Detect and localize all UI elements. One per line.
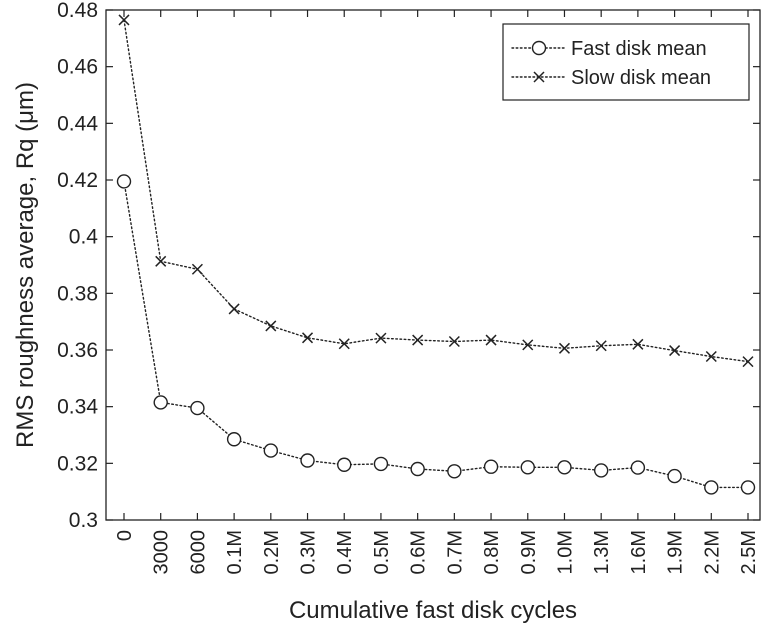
x-marker bbox=[301, 332, 314, 344]
y-tick-label: 0.38 bbox=[57, 282, 98, 305]
series-layer bbox=[116, 14, 756, 495]
legend-box bbox=[502, 23, 750, 101]
x-tick-label: 1.6M bbox=[628, 530, 650, 574]
x-tick-label: 6000 bbox=[187, 530, 209, 575]
x-tick-label: 0.8M bbox=[481, 530, 503, 574]
x-marker bbox=[522, 339, 534, 351]
x-axis-title: Cumulative fast disk cycles bbox=[289, 597, 577, 624]
circle-marker bbox=[740, 480, 756, 495]
legend-label: Slow disk mean bbox=[571, 67, 711, 89]
x-tick-label: 0.7M bbox=[444, 530, 466, 574]
circle-marker bbox=[337, 457, 352, 472]
x-marker bbox=[412, 334, 424, 346]
y-tick-label: 0.44 bbox=[57, 112, 98, 135]
circle-marker bbox=[153, 395, 168, 410]
y-tick-label: 0.46 bbox=[57, 56, 98, 79]
x-tick-label: 1.0M bbox=[554, 530, 576, 574]
y-tick-label: 0.32 bbox=[57, 452, 98, 475]
circle-marker bbox=[630, 460, 646, 475]
circle-marker bbox=[667, 468, 682, 484]
legend: Fast disk mean Slow disk mean bbox=[502, 23, 750, 101]
circle-marker bbox=[410, 461, 425, 477]
legend-circle-marker bbox=[531, 40, 547, 56]
y-axis-title: RMS roughness average, Rq (μm) bbox=[12, 82, 39, 448]
x-tick-label: 0 bbox=[114, 530, 136, 541]
x-marker bbox=[228, 303, 240, 315]
circle-marker bbox=[116, 174, 132, 189]
x-tick-label: 3000 bbox=[151, 530, 173, 575]
circle-marker bbox=[593, 463, 609, 478]
series-fast-disk-mean bbox=[116, 174, 756, 495]
series-slow-disk-mean bbox=[118, 14, 754, 368]
circle-marker bbox=[520, 460, 535, 475]
y-tick-label: 0.36 bbox=[57, 339, 98, 362]
x-marker bbox=[669, 345, 681, 357]
y-tick-label: 0.48 bbox=[57, 0, 98, 22]
y-tick-label: 0.4 bbox=[69, 226, 99, 249]
x-tick-label: 0.4M bbox=[334, 530, 356, 574]
circle-marker bbox=[557, 460, 572, 475]
y-tick-label: 0.42 bbox=[57, 169, 98, 192]
circle-marker bbox=[704, 480, 719, 495]
x-marker bbox=[375, 332, 387, 344]
legend-x-marker bbox=[533, 71, 545, 83]
x-marker bbox=[632, 338, 644, 350]
x-marker bbox=[191, 263, 203, 275]
circle-marker bbox=[263, 443, 279, 458]
x-marker bbox=[485, 334, 497, 346]
x-marker bbox=[265, 320, 277, 332]
x-marker bbox=[448, 335, 460, 348]
x-tick-label: 0.3M bbox=[298, 530, 320, 574]
x-tick-label: 2.2M bbox=[701, 530, 723, 574]
x-marker bbox=[558, 342, 571, 354]
x-tick-label: 1.3M bbox=[591, 530, 613, 574]
x-marker bbox=[338, 338, 350, 350]
x-tick-label: 1.9M bbox=[665, 530, 687, 574]
circle-marker bbox=[373, 456, 389, 472]
x-marker bbox=[742, 356, 754, 368]
circle-marker bbox=[447, 464, 462, 479]
circle-marker bbox=[483, 459, 499, 474]
circle-marker bbox=[190, 400, 205, 416]
x-tick-label: 2.5M bbox=[738, 530, 760, 574]
x-tick-label: 0.1M bbox=[224, 530, 246, 574]
x-marker bbox=[118, 14, 130, 26]
series-line bbox=[123, 19, 749, 363]
x-marker bbox=[595, 340, 607, 352]
x-tick-label: 0.6M bbox=[408, 530, 430, 574]
legend-label: Fast disk mean bbox=[571, 38, 707, 60]
x-tick-label: 0.5M bbox=[371, 530, 393, 574]
circle-marker bbox=[226, 432, 242, 447]
x-axis: 0 3000 6000 0.1M 0.2M 0.3M 0.4M 0.5M 0.6M 0.7M 0.8… bbox=[114, 10, 760, 575]
y-tick-label: 0.34 bbox=[57, 396, 98, 419]
x-tick-label: 0.2M bbox=[261, 530, 283, 574]
circle-marker bbox=[300, 453, 315, 468]
x-tick-label: 0.9M bbox=[518, 530, 540, 574]
x-marker bbox=[155, 255, 167, 267]
y-tick-label: 0.3 bbox=[69, 509, 98, 532]
y-axis: 0.3 0.32 0.34 0.36 0.38 0.4 0.42 0.44 0.46 0.48 bbox=[57, 0, 760, 532]
x-marker bbox=[705, 350, 717, 363]
